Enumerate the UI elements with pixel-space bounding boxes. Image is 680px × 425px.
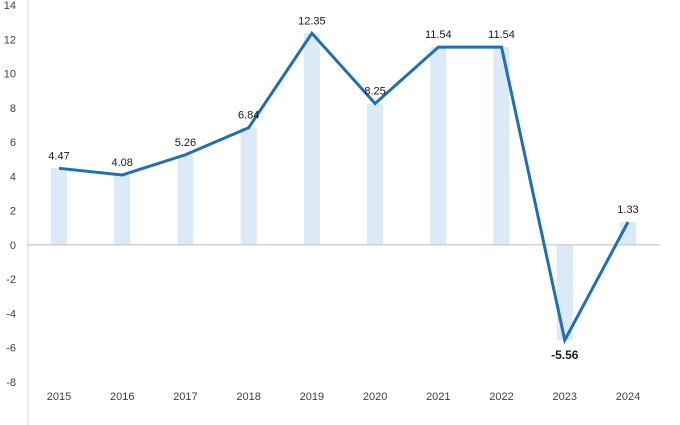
background-bar — [51, 168, 67, 245]
y-tick-label: 6 — [10, 137, 16, 149]
data-label: 11.54 — [425, 29, 452, 41]
y-tick-label: -2 — [6, 274, 16, 286]
background-bar — [556, 244, 573, 341]
y-tick-label: 0 — [10, 240, 16, 252]
x-tick-label: 2016 — [110, 391, 134, 403]
background-bar — [493, 47, 510, 245]
data-label: 4.08 — [112, 157, 133, 169]
data-label: 12.35 — [298, 15, 326, 27]
y-tick-label: -8 — [6, 377, 16, 389]
background-bar — [367, 103, 384, 245]
x-tick-label: 2018 — [236, 391, 260, 403]
data-label: 1.33 — [617, 204, 638, 216]
data-label: 11.54 — [488, 29, 515, 41]
y-tick-label: 4 — [10, 171, 16, 183]
data-label: -5.56 — [551, 348, 579, 362]
series-line — [58, 30, 630, 345]
background-bar — [177, 154, 194, 245]
background-bar — [114, 174, 131, 245]
data-label: 5.26 — [175, 137, 196, 149]
data-label: 6.84 — [238, 110, 259, 122]
y-tick-label: 10 — [4, 69, 16, 81]
y-tick-label: 8 — [10, 103, 16, 115]
background-bar — [240, 127, 257, 245]
y-tick-label: -6 — [6, 343, 16, 355]
y-tick-label: 12 — [4, 34, 16, 46]
y-tick-label: -4 — [6, 308, 16, 320]
x-tick-label: 2017 — [173, 391, 197, 403]
data-label: 8.25 — [364, 86, 385, 98]
x-tick-label: 2021 — [426, 391, 450, 403]
background-bar — [430, 47, 447, 245]
data-label: 4.47 — [48, 150, 69, 162]
y-axis-ticks: -8 -6 -4 -2 0 2 4 6 8 10 12 14 — [4, 0, 16, 389]
x-tick-label: 2023 — [553, 391, 577, 403]
x-tick-label: 2024 — [616, 391, 640, 403]
x-tick-label: 2020 — [363, 391, 387, 403]
data-labels: 4.47 4.08 5.26 6.84 12.35 8.25 11.54 11.54 -5.56… — [48, 15, 638, 362]
background-bars — [51, 33, 636, 341]
background-bar — [303, 33, 320, 245]
x-tick-label: 2022 — [489, 391, 513, 403]
x-tick-label: 2019 — [300, 391, 324, 403]
y-tick-label: 2 — [10, 206, 16, 218]
y-tick-label: 14 — [4, 0, 16, 12]
x-tick-label: 2015 — [47, 391, 71, 403]
x-axis-ticks: 2015 2016 2017 2018 2019 2020 2021 2022 2023 2024 — [47, 391, 640, 403]
